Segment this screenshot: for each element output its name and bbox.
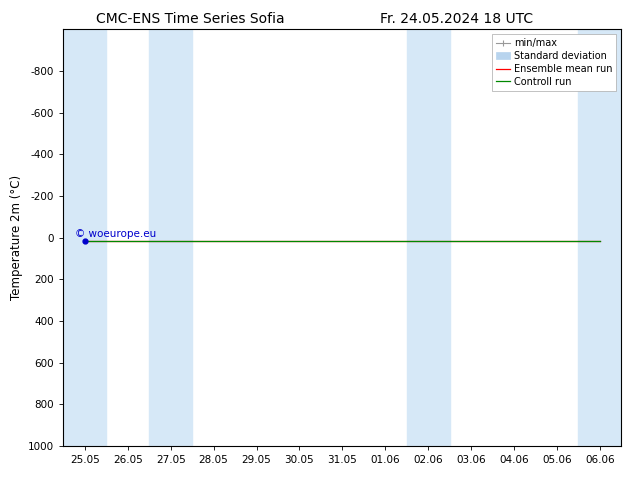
Text: CMC-ENS Time Series Sofia: CMC-ENS Time Series Sofia [96, 12, 285, 26]
Bar [578, 29, 621, 446]
Bar [407, 29, 450, 446]
Text: © woeurope.eu: © woeurope.eu [75, 229, 156, 239]
Bar [149, 29, 192, 446]
Y-axis label: Temperature 2m (°C): Temperature 2m (°C) [10, 175, 23, 300]
Legend: min/max, Standard deviation, Ensemble mean run, Controll run: min/max, Standard deviation, Ensemble me… [492, 34, 616, 91]
Text: Fr. 24.05.2024 18 UTC: Fr. 24.05.2024 18 UTC [380, 12, 533, 26]
Bar [63, 29, 107, 446]
